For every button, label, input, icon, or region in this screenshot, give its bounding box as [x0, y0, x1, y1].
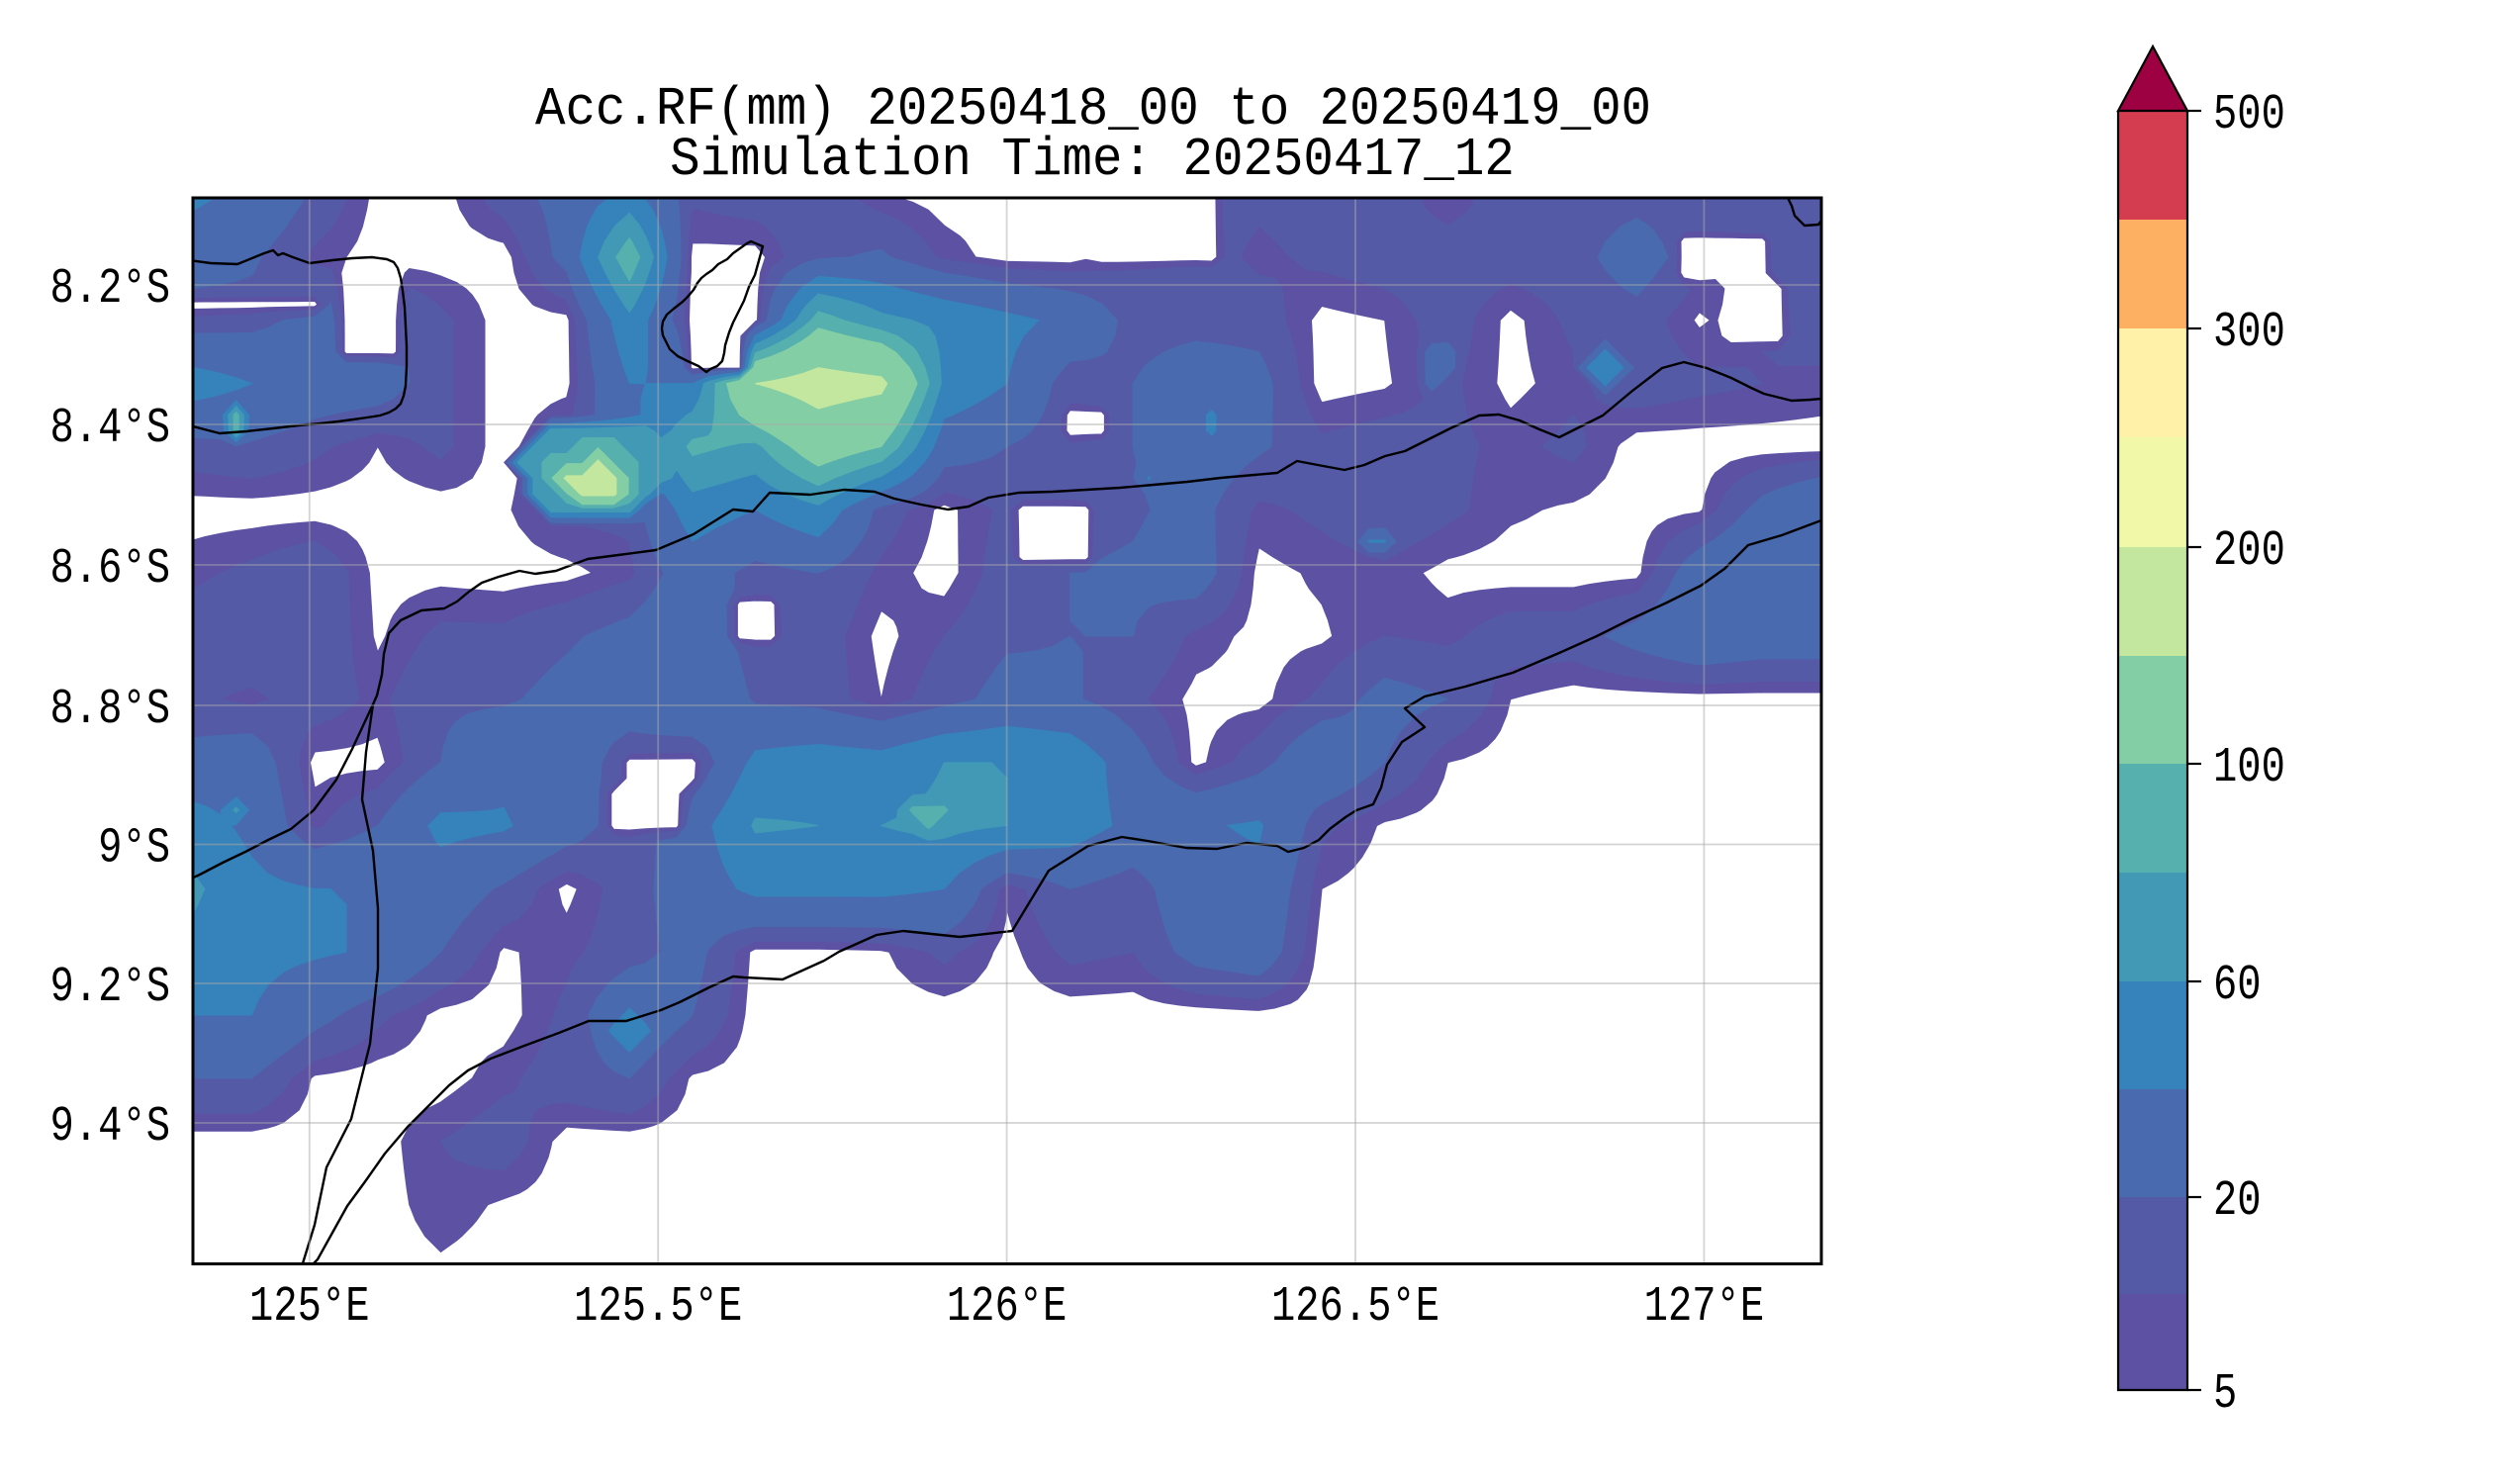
svg-text:8.2°S: 8.2°S [50, 260, 170, 317]
svg-text:125°E: 125°E [249, 1278, 369, 1335]
svg-text:5: 5 [2213, 1365, 2237, 1422]
svg-text:9.2°S: 9.2°S [50, 959, 170, 1015]
svg-text:9°S: 9°S [98, 820, 170, 877]
svg-text:126°E: 126°E [947, 1278, 1067, 1335]
svg-text:100: 100 [2213, 739, 2285, 795]
svg-text:Acc.RF(mm) 20250418_00 to 2025: Acc.RF(mm) 20250418_00 to 20250419_00 [535, 78, 1651, 139]
svg-text:8.6°S: 8.6°S [50, 540, 170, 597]
svg-text:Simulation Time: 20250417_12: Simulation Time: 20250417_12 [670, 129, 1515, 190]
svg-text:127°E: 127°E [1644, 1278, 1764, 1335]
svg-text:126.5°E: 126.5°E [1271, 1278, 1439, 1335]
svg-text:60: 60 [2213, 957, 2262, 1013]
svg-text:8.8°S: 8.8°S [50, 681, 170, 737]
svg-text:500: 500 [2213, 86, 2285, 142]
svg-text:300: 300 [2213, 304, 2285, 360]
svg-text:200: 200 [2213, 522, 2285, 579]
svg-text:9.4°S: 9.4°S [50, 1098, 170, 1155]
svg-text:20: 20 [2213, 1172, 2262, 1229]
svg-text:8.4°S: 8.4°S [50, 400, 170, 456]
svg-text:125.5°E: 125.5°E [574, 1278, 742, 1335]
